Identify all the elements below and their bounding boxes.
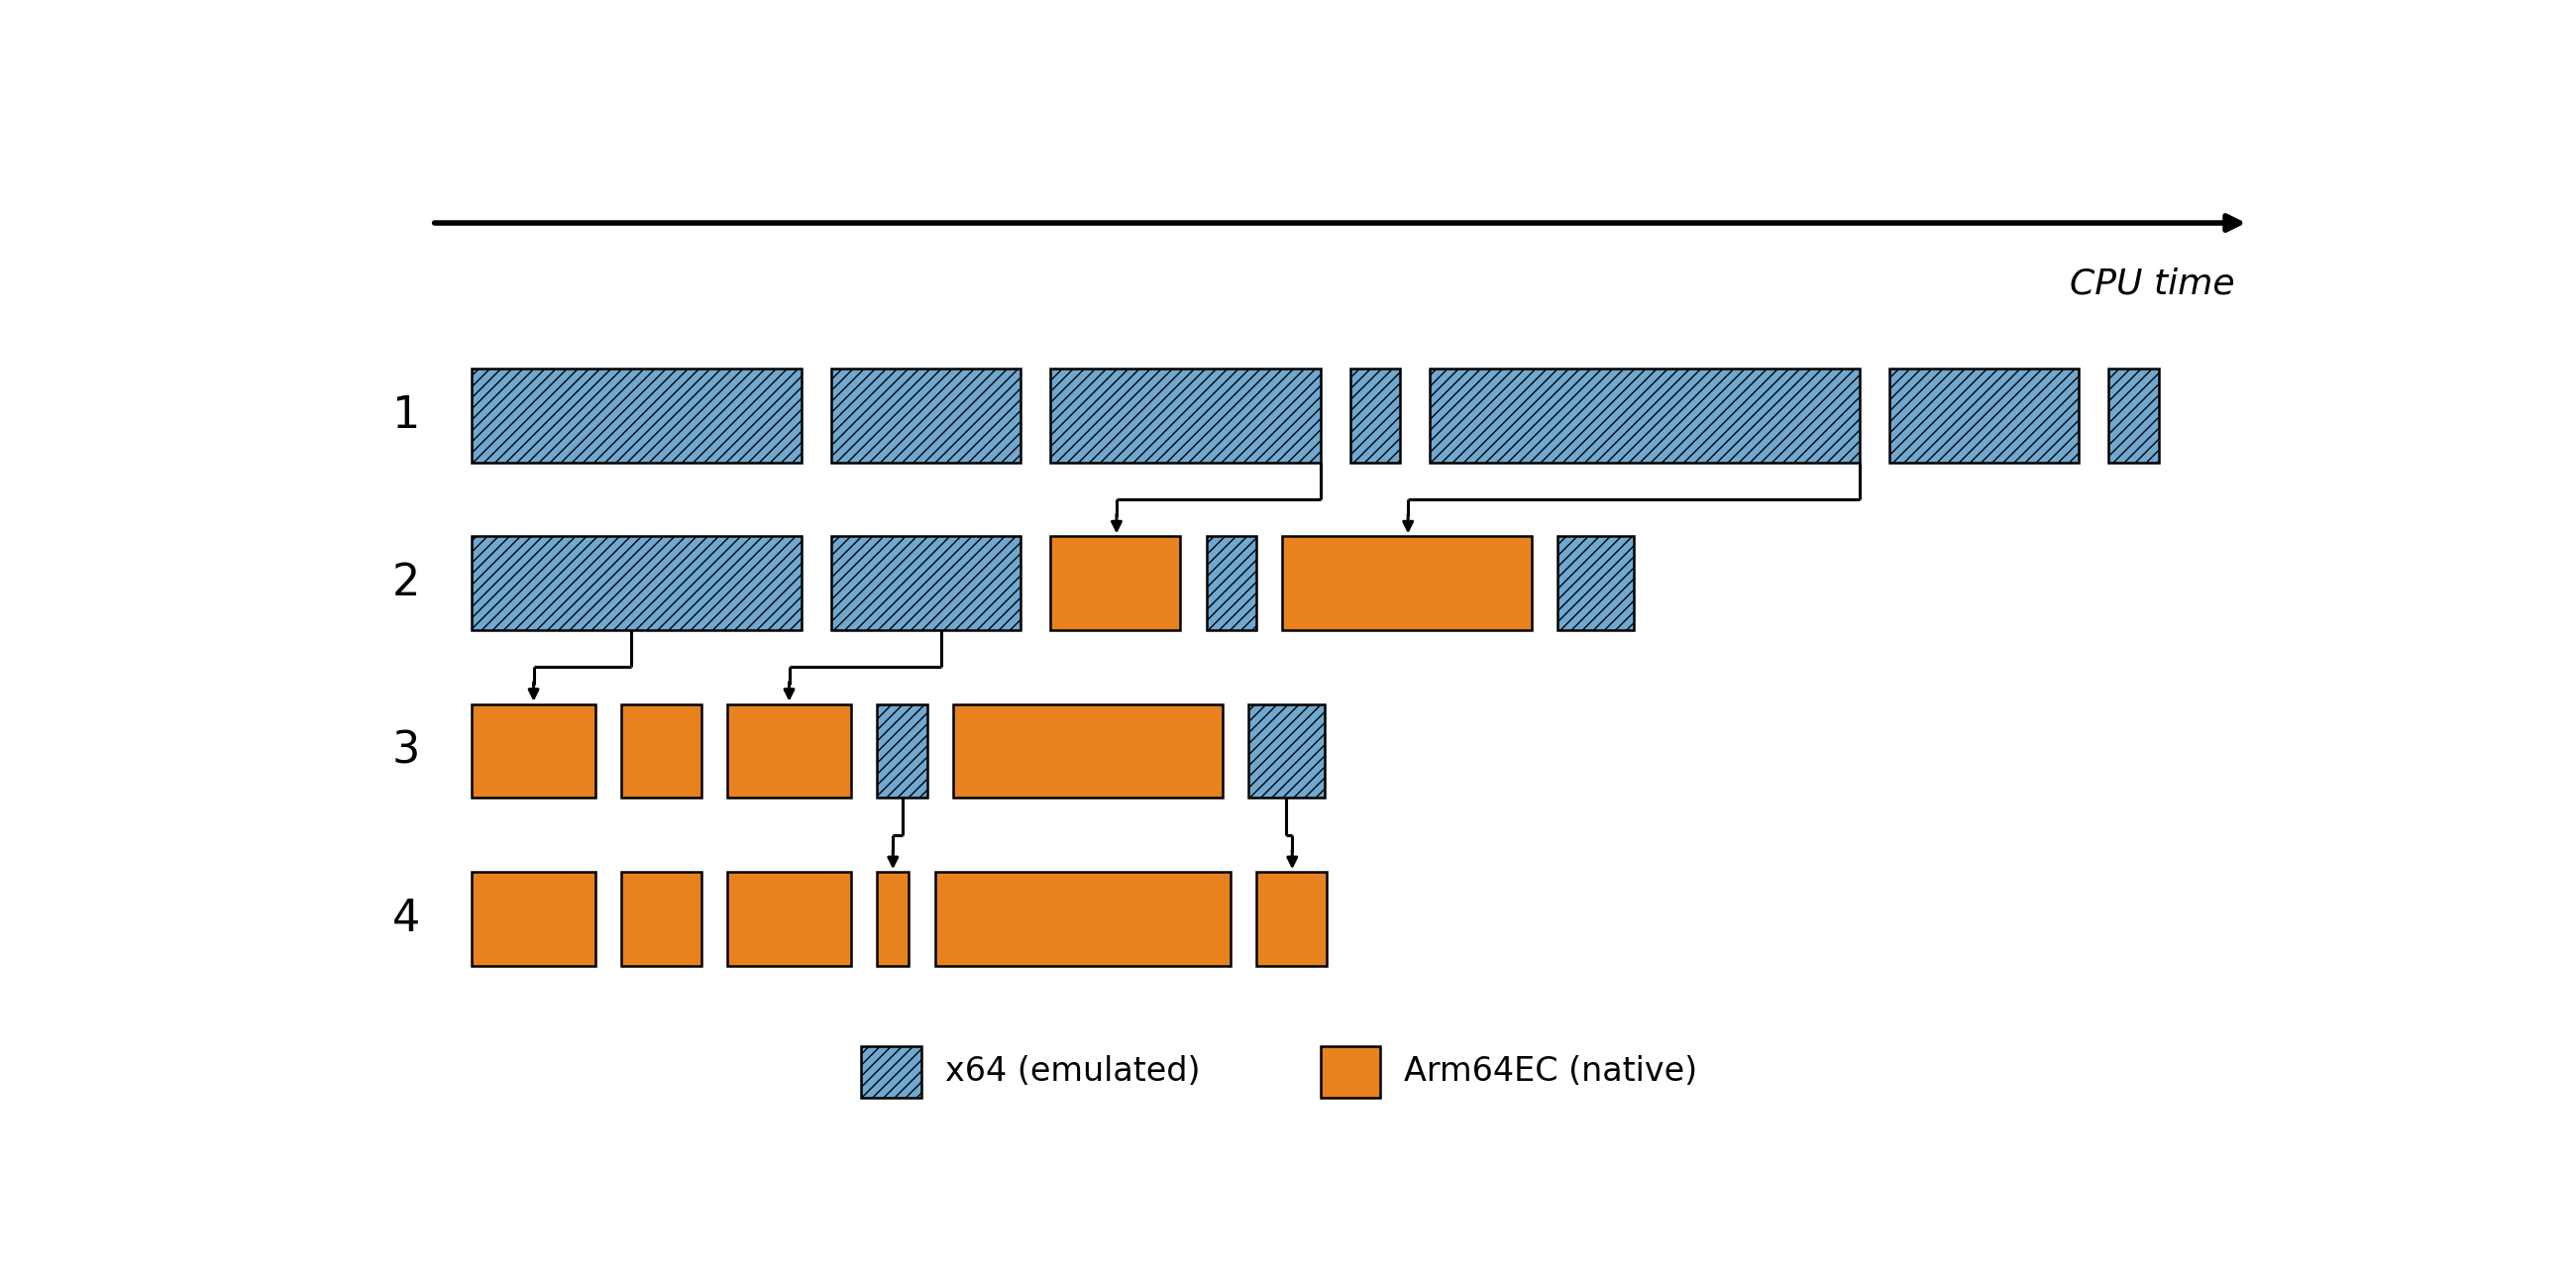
Bar xyxy=(1319,1046,1381,1097)
Bar xyxy=(1888,368,2079,463)
Bar xyxy=(726,872,850,965)
Text: Arm64EC (native): Arm64EC (native) xyxy=(1404,1055,1698,1088)
Bar xyxy=(621,872,701,965)
Bar xyxy=(876,704,927,797)
Bar xyxy=(1206,536,1257,631)
Bar xyxy=(953,704,1224,797)
Text: x64 (emulated): x64 (emulated) xyxy=(945,1055,1200,1088)
Bar xyxy=(621,704,701,797)
Bar xyxy=(471,704,595,797)
Bar xyxy=(1249,704,1324,797)
Bar xyxy=(726,704,850,797)
Text: 4: 4 xyxy=(392,897,420,940)
Bar xyxy=(1558,536,1633,631)
Bar xyxy=(1051,536,1180,631)
Bar xyxy=(860,1046,922,1097)
Bar xyxy=(935,872,1231,965)
Bar xyxy=(832,536,1020,631)
Bar xyxy=(1257,872,1327,965)
Text: CPU time: CPU time xyxy=(2069,268,2233,301)
Bar xyxy=(2110,368,2159,463)
Bar xyxy=(1430,368,1860,463)
Text: 1: 1 xyxy=(392,394,420,437)
Text: 3: 3 xyxy=(392,729,420,772)
Bar xyxy=(1051,368,1319,463)
Bar xyxy=(832,368,1020,463)
Bar xyxy=(1350,368,1401,463)
Bar xyxy=(876,872,909,965)
Bar xyxy=(471,872,595,965)
Bar xyxy=(1283,536,1533,631)
Text: 2: 2 xyxy=(392,562,420,605)
Bar xyxy=(471,368,801,463)
Bar xyxy=(471,536,801,631)
